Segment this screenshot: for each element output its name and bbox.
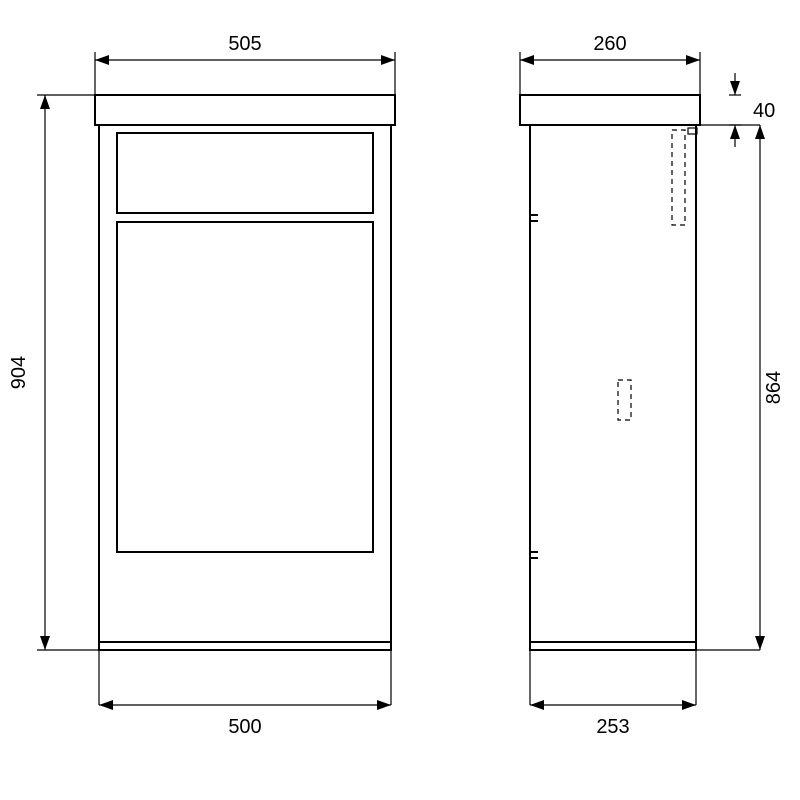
dim-front-top-width: 505 xyxy=(228,33,261,55)
dim-total-height: 904 xyxy=(8,356,30,389)
dim-side-bottom-width: 253 xyxy=(596,716,629,738)
dim-front-bottom-width: 500 xyxy=(228,716,261,738)
side-view xyxy=(520,95,700,650)
technical-drawing: 505 500 904 260 253 864 40 xyxy=(0,0,800,800)
dim-body-height: 864 xyxy=(763,371,785,404)
dim-worktop-height: 40 xyxy=(753,100,775,122)
front-view xyxy=(95,95,395,650)
dim-side-top-width: 260 xyxy=(593,33,626,55)
